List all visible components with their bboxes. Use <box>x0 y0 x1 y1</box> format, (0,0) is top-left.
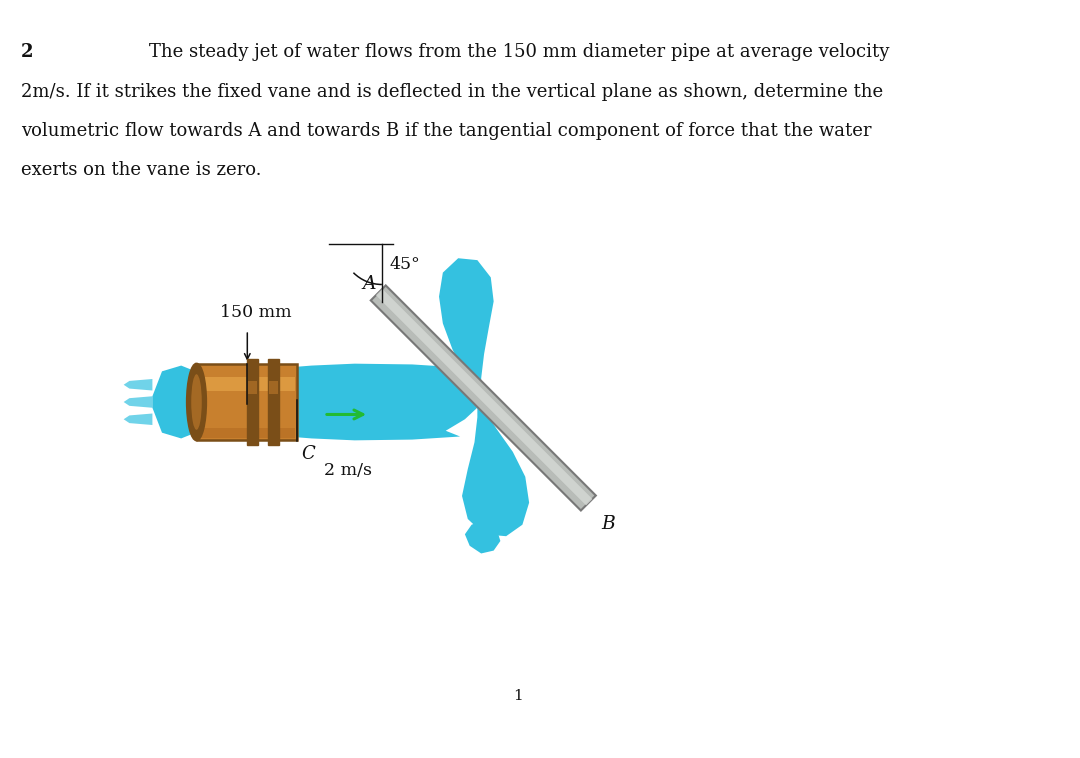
Ellipse shape <box>191 374 202 430</box>
FancyBboxPatch shape <box>199 377 295 391</box>
Text: 1: 1 <box>513 689 523 703</box>
Text: 2: 2 <box>22 42 33 61</box>
FancyBboxPatch shape <box>197 364 297 440</box>
Text: A: A <box>363 275 376 293</box>
Polygon shape <box>462 406 529 536</box>
Text: C: C <box>301 445 314 463</box>
Text: exerts on the vane is zero.: exerts on the vane is zero. <box>22 161 261 180</box>
Polygon shape <box>376 289 593 506</box>
Text: 2m/s. If it strikes the fixed vane and is deflected in the vertical plane as sho: 2m/s. If it strikes the fixed vane and i… <box>22 83 883 101</box>
Polygon shape <box>297 364 480 440</box>
Polygon shape <box>370 286 596 511</box>
Text: volumetric flow towards A and towards B if the tangential component of force tha: volumetric flow towards A and towards B … <box>22 122 872 140</box>
Text: 2 m/s: 2 m/s <box>324 462 372 479</box>
Text: The steady jet of water flows from the 150 mm diameter pipe at average velocity: The steady jet of water flows from the 1… <box>149 42 889 61</box>
Polygon shape <box>123 396 152 408</box>
Text: B: B <box>602 515 616 533</box>
Polygon shape <box>152 365 208 438</box>
Text: 150 mm: 150 mm <box>220 305 292 321</box>
FancyBboxPatch shape <box>269 381 279 394</box>
FancyBboxPatch shape <box>199 428 295 438</box>
Ellipse shape <box>187 364 206 440</box>
FancyBboxPatch shape <box>269 359 280 445</box>
Polygon shape <box>123 414 152 425</box>
FancyBboxPatch shape <box>247 359 258 445</box>
FancyBboxPatch shape <box>248 381 257 394</box>
Text: 45°: 45° <box>390 255 420 273</box>
Polygon shape <box>464 519 500 553</box>
Polygon shape <box>123 379 152 390</box>
Polygon shape <box>438 258 494 398</box>
